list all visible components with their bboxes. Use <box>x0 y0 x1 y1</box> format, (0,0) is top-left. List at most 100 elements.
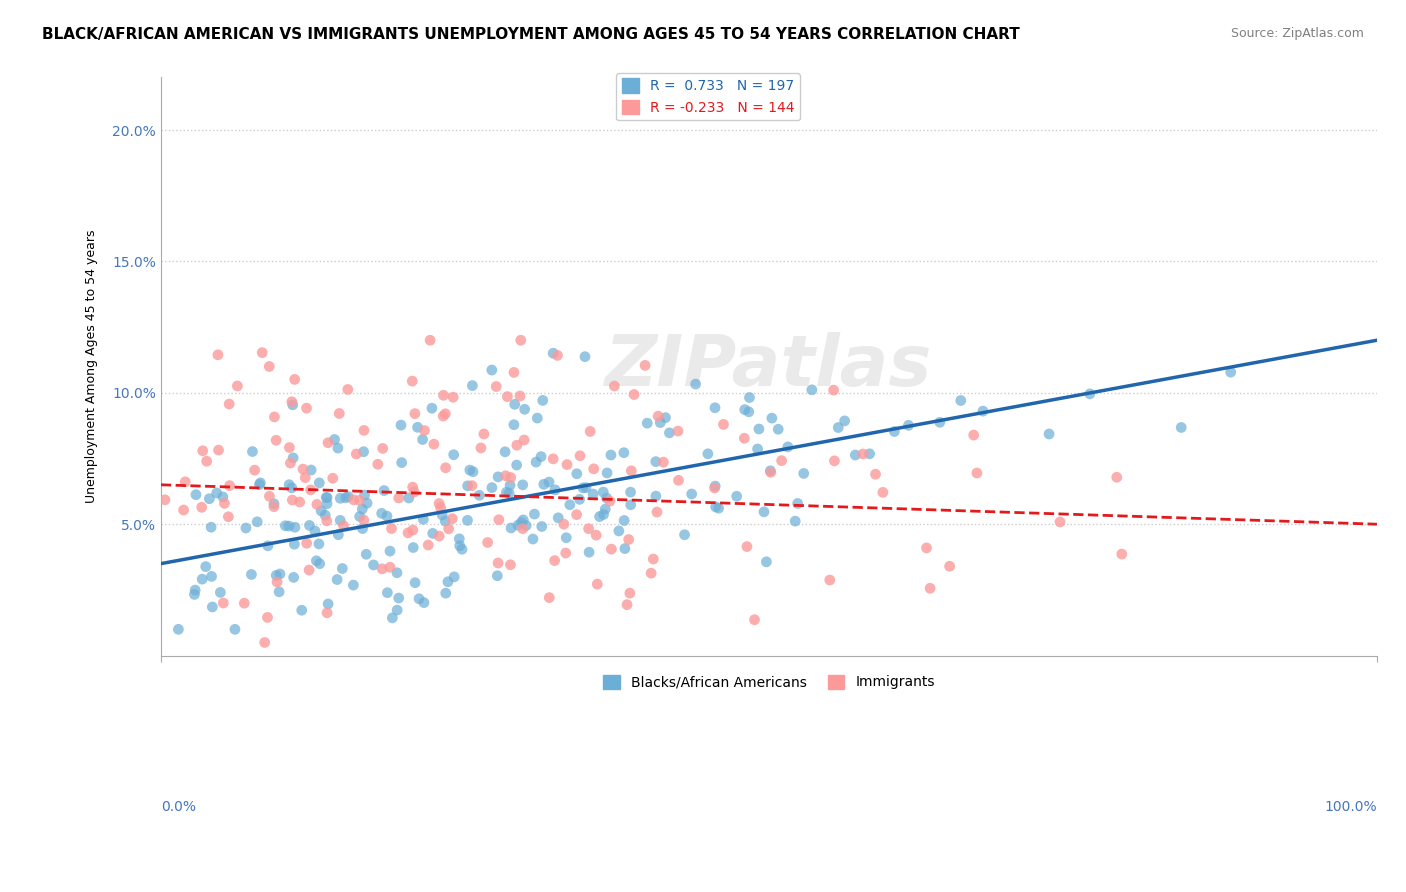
Point <box>191 443 214 458</box>
Point <box>616 598 638 612</box>
Point <box>658 425 681 440</box>
Point <box>322 471 344 485</box>
Point <box>413 596 436 610</box>
Point <box>259 489 281 503</box>
Point <box>509 333 531 347</box>
Point <box>291 462 314 476</box>
Point <box>243 463 266 477</box>
Point <box>263 409 285 424</box>
Point <box>585 528 607 542</box>
Point <box>530 519 553 533</box>
Point <box>349 509 371 524</box>
Point <box>194 559 217 574</box>
Point <box>212 596 235 610</box>
Point <box>703 481 725 495</box>
Point <box>793 467 815 481</box>
Point <box>385 603 408 617</box>
Point <box>652 455 675 469</box>
Point <box>865 467 887 482</box>
Point <box>725 489 748 503</box>
Point <box>420 401 443 416</box>
Text: BLACK/AFRICAN AMERICAN VS IMMIGRANTS UNEMPLOYMENT AMONG AGES 45 TO 54 YEARS CORR: BLACK/AFRICAN AMERICAN VS IMMIGRANTS UNE… <box>42 27 1019 42</box>
Point <box>883 425 905 439</box>
Point <box>389 418 412 433</box>
Point <box>328 527 350 541</box>
Point <box>214 496 236 510</box>
Point <box>291 603 314 617</box>
Point <box>1219 365 1241 379</box>
Point <box>619 586 641 600</box>
Point <box>685 377 707 392</box>
Point <box>308 537 330 551</box>
Point <box>343 492 366 507</box>
Point <box>623 387 645 401</box>
Point <box>513 433 536 447</box>
Point <box>378 544 401 558</box>
Point <box>191 572 214 586</box>
Point <box>281 394 304 409</box>
Point <box>388 591 411 605</box>
Point <box>201 599 224 614</box>
Point <box>461 478 484 492</box>
Point <box>681 487 703 501</box>
Point <box>522 532 544 546</box>
Point <box>398 491 420 505</box>
Point <box>284 372 307 386</box>
Point <box>432 388 454 402</box>
Point <box>844 448 866 462</box>
Point <box>897 418 920 433</box>
Point <box>423 437 446 451</box>
Point <box>336 383 359 397</box>
Point <box>457 479 479 493</box>
Point <box>278 441 301 455</box>
Point <box>510 516 533 530</box>
Point <box>281 398 304 412</box>
Point <box>620 498 643 512</box>
Point <box>578 522 600 536</box>
Text: 0.0%: 0.0% <box>160 800 195 814</box>
Point <box>349 493 371 508</box>
Point <box>620 464 643 478</box>
Point <box>558 498 581 512</box>
Point <box>412 433 434 447</box>
Point <box>283 537 305 551</box>
Point <box>391 456 413 470</box>
Point <box>396 525 419 540</box>
Point <box>707 501 730 516</box>
Point <box>915 541 938 555</box>
Point <box>402 523 425 537</box>
Point <box>283 570 305 584</box>
Point <box>593 502 616 516</box>
Point <box>759 464 782 478</box>
Point <box>588 509 610 524</box>
Point <box>643 552 665 566</box>
Point <box>284 520 307 534</box>
Legend: Blacks/African Americans, Immigrants: Blacks/African Americans, Immigrants <box>598 669 941 695</box>
Point <box>304 524 326 538</box>
Point <box>274 518 297 533</box>
Point <box>1170 420 1192 434</box>
Point <box>353 444 375 458</box>
Point <box>1078 387 1101 401</box>
Point <box>269 584 291 599</box>
Point <box>512 522 534 536</box>
Point <box>586 577 609 591</box>
Point <box>294 470 316 484</box>
Point <box>354 547 377 561</box>
Point <box>218 478 240 492</box>
Point <box>1049 515 1071 529</box>
Point <box>938 559 960 574</box>
Point <box>226 379 249 393</box>
Point <box>315 514 337 528</box>
Point <box>309 504 332 518</box>
Point <box>449 539 471 553</box>
Point <box>696 447 718 461</box>
Point <box>437 522 460 536</box>
Point <box>541 451 564 466</box>
Point <box>356 496 378 510</box>
Point <box>619 485 641 500</box>
Point <box>316 491 339 505</box>
Point <box>432 409 454 423</box>
Point <box>547 511 569 525</box>
Point <box>744 613 766 627</box>
